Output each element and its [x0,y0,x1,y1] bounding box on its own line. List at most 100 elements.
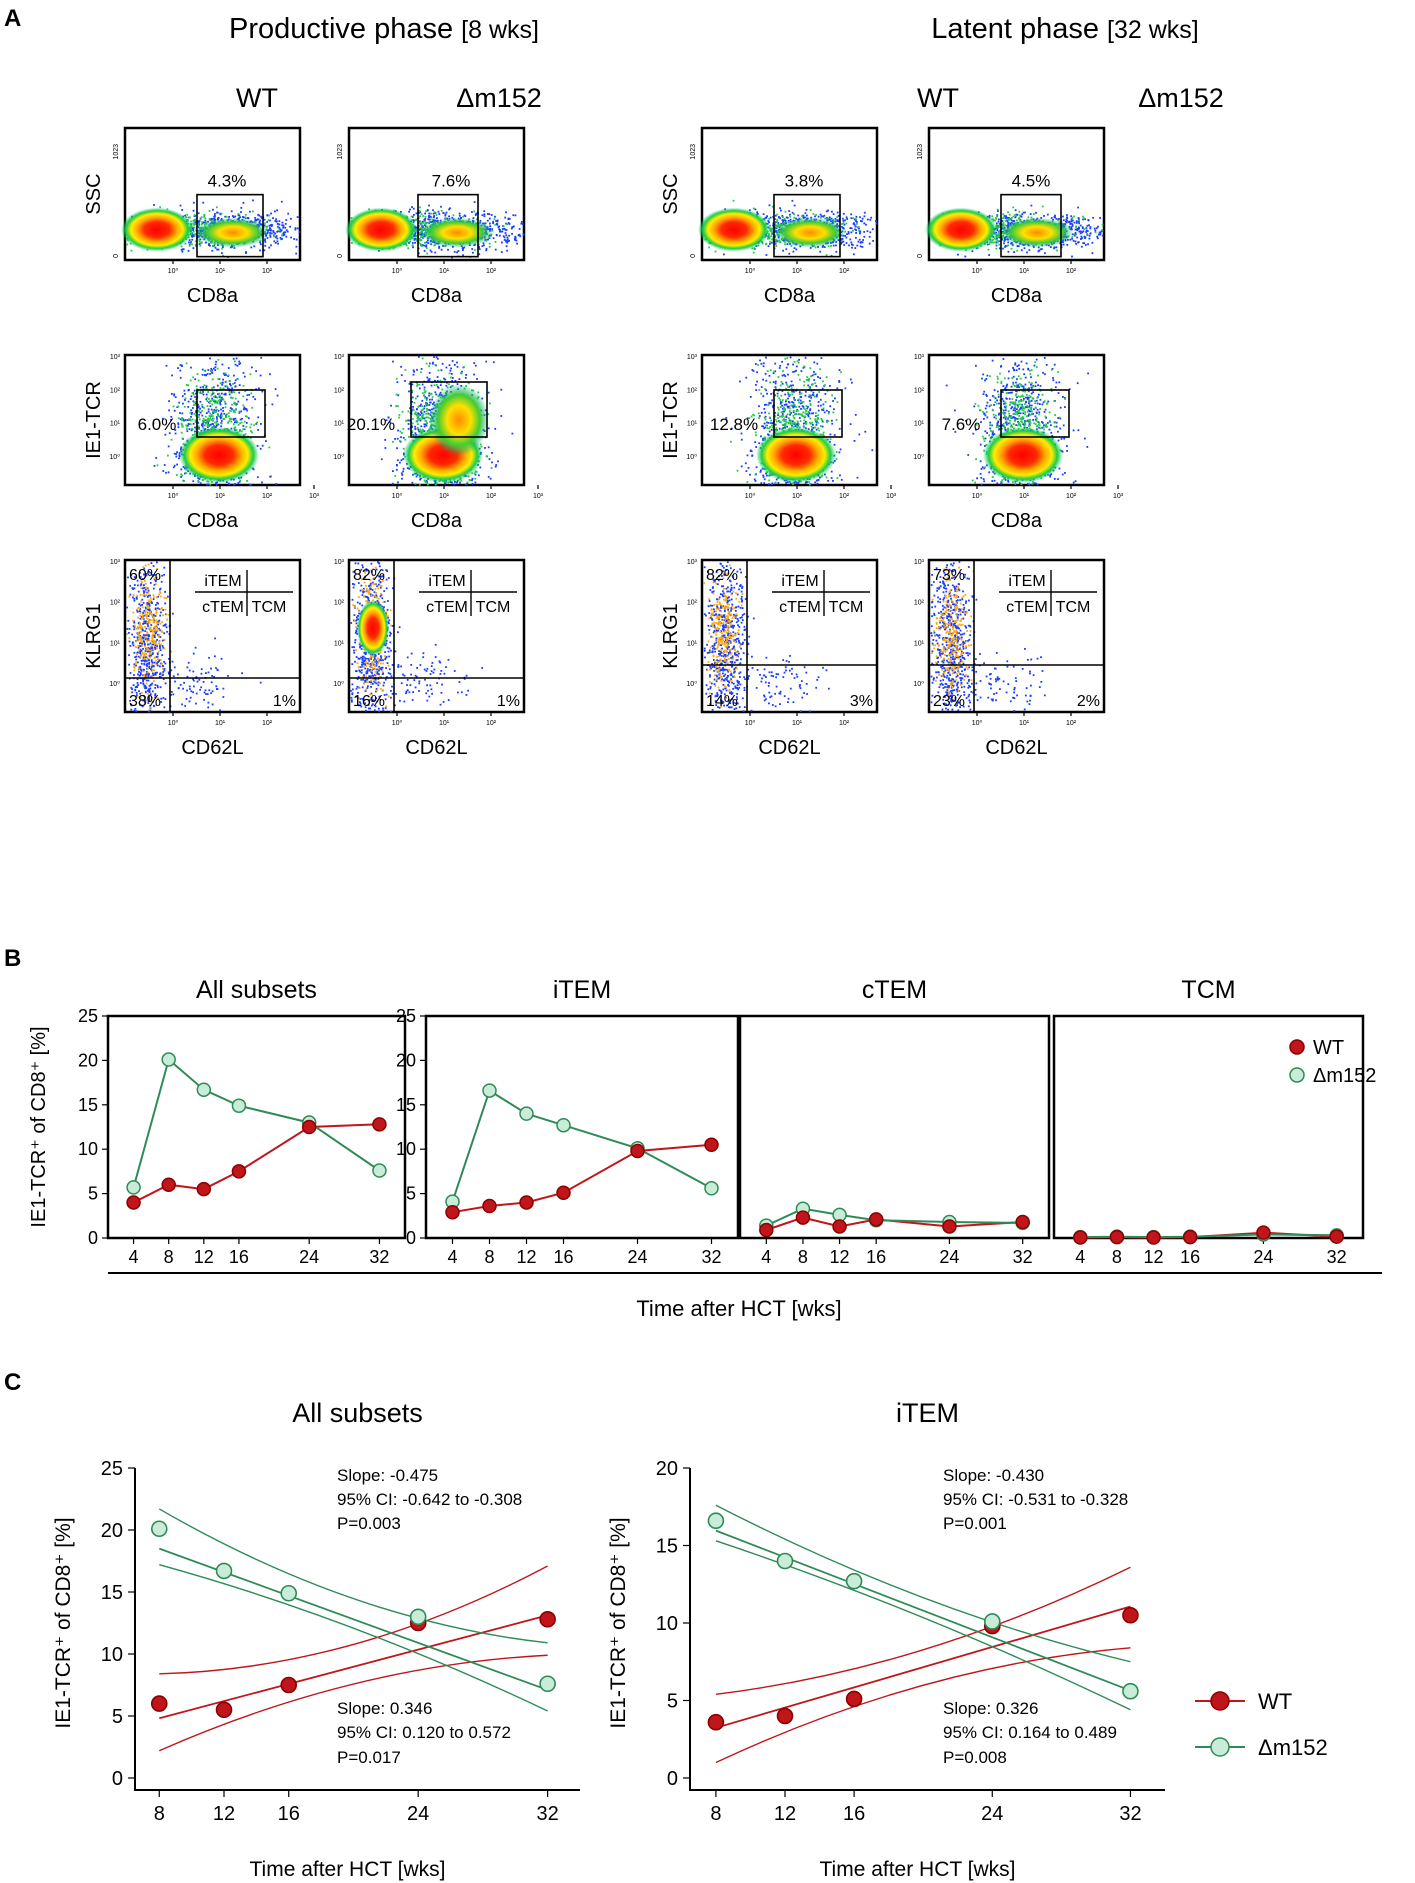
event-dot [819,250,822,253]
event-dot [856,244,859,247]
event-dot [444,214,447,217]
event-dot [783,217,786,220]
event-dot [1084,218,1086,221]
event-dot [413,214,415,216]
event-dot [1073,234,1076,237]
x-tick-label: 10¹ [215,268,226,275]
event-dot [260,423,262,425]
event-dot [1002,247,1004,250]
event-dot [1087,219,1090,222]
event-dot [767,245,770,247]
event-dot [851,246,853,249]
event-dot [1083,242,1086,245]
event-dot [193,224,195,226]
phase-title-latent: Latent phase [32 wks] [931,13,1198,45]
event-dot [420,213,423,215]
event-dot [437,210,440,213]
event-dot [193,226,196,229]
event-dot [511,232,513,235]
event-dot [434,251,437,254]
event-dot [222,407,224,409]
event-dot [276,237,279,240]
event-dot [192,222,194,225]
event-dot [432,209,434,212]
event-dot [1081,215,1084,218]
event-dot [247,217,249,219]
event-dot [774,214,777,217]
event-dot [1074,228,1077,231]
event-dot [494,248,497,251]
x-axis-label: CD8a [187,285,239,307]
x-tick-label: 10¹ [792,268,803,275]
event-dot [855,220,857,222]
event-dot [1101,229,1103,232]
event-dot [411,206,413,208]
event-dot [447,248,449,251]
event-dot [271,224,273,226]
event-dot [1020,249,1023,252]
event-dot [280,229,283,231]
event-dot [835,250,838,253]
event-dot [1027,216,1030,219]
event-dot [410,215,413,218]
event-dot [228,393,231,396]
event-dot [805,208,808,211]
event-dot [270,232,273,235]
event-dot [1074,240,1077,243]
event-dot [995,247,998,250]
event-dot [998,247,1001,250]
event-dot [221,247,223,250]
group-label-wt-productive: WT [236,83,278,113]
event-dot [491,228,494,231]
event-dot [260,356,263,359]
event-dot [1020,215,1023,218]
event-dot [1040,248,1043,250]
event-dot [414,237,416,240]
event-dot [181,248,184,251]
event-dot [428,204,430,207]
event-dot [508,239,510,242]
event-dot [776,224,779,227]
event-dot [768,204,771,207]
event-dot [203,214,206,216]
event-dot [1089,226,1092,228]
event-dot [823,246,826,248]
event-dot [1006,220,1009,223]
event-dot [254,218,257,221]
event-dot [769,240,772,243]
event-dot [1003,240,1006,242]
event-dot [276,240,279,243]
event-dot [1073,233,1076,236]
event-dot [237,214,240,217]
event-dot [819,213,822,216]
event-dot [1082,230,1085,233]
event-dot [1088,224,1090,227]
event-dot [1001,217,1004,220]
event-dot [427,209,429,211]
event-dot [445,217,447,220]
event-dot [461,247,464,249]
event-dot [870,216,873,219]
event-dot [418,217,420,220]
event-dot [792,250,795,253]
event-dot [506,249,508,252]
event-dot [1096,237,1099,240]
event-dot [1100,230,1103,233]
event-dot [845,222,848,225]
event-dot [424,212,426,215]
event-dot [765,243,767,246]
event-dot [1049,246,1052,248]
event-dot [415,235,418,237]
event-dot [494,223,497,226]
event-dot [202,201,205,204]
event-dot [198,239,201,241]
event-dot [458,212,461,215]
event-dot [1053,246,1056,249]
event-dot [995,238,997,241]
event-dot [278,220,281,223]
event-dot [775,238,777,241]
event-dot [1016,214,1019,216]
phase-title-productive: Productive phase [8 wks] [229,13,539,45]
event-dot [199,218,202,221]
event-dot [504,228,507,231]
